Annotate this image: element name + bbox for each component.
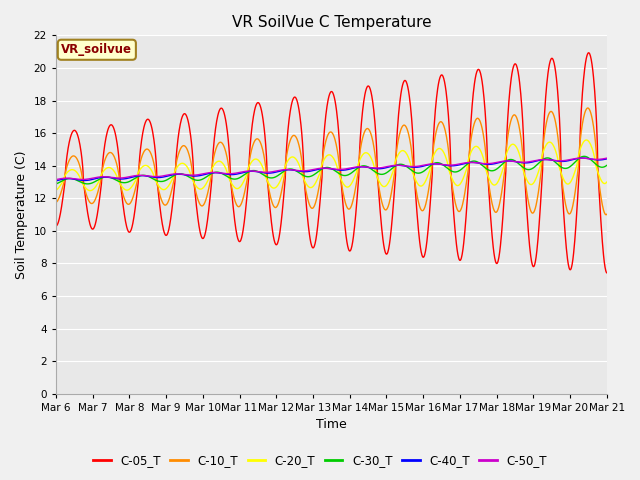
Text: VR_soilvue: VR_soilvue — [61, 43, 132, 56]
C-05_T — [236, 239, 244, 244]
C-20_T — [52, 188, 60, 193]
C-50_T — [538, 157, 545, 163]
C-05_T — [175, 133, 182, 139]
Line: C-10_T: C-10_T — [56, 108, 607, 215]
C-10_T — [602, 212, 610, 217]
Title: VR SoilVue C Temperature: VR SoilVue C Temperature — [232, 15, 431, 30]
C-40_T — [579, 155, 586, 161]
C-20_T — [538, 154, 546, 160]
C-20_T — [490, 182, 497, 188]
C-50_T — [603, 155, 611, 161]
C-50_T — [175, 171, 182, 177]
C-30_T — [580, 154, 588, 159]
C-40_T — [417, 164, 425, 169]
X-axis label: Time: Time — [316, 419, 347, 432]
C-10_T — [417, 206, 425, 212]
C-05_T — [603, 270, 611, 276]
C-40_T — [236, 170, 244, 176]
C-10_T — [52, 200, 60, 205]
Legend: C-05_T, C-10_T, C-20_T, C-30_T, C-40_T, C-50_T: C-05_T, C-10_T, C-20_T, C-30_T, C-40_T, … — [88, 449, 552, 472]
C-10_T — [236, 203, 244, 209]
C-20_T — [237, 184, 244, 190]
C-10_T — [489, 204, 497, 209]
C-20_T — [175, 162, 182, 168]
Y-axis label: Soil Temperature (C): Soil Temperature (C) — [15, 150, 28, 279]
C-30_T — [175, 171, 182, 177]
C-10_T — [538, 167, 545, 172]
Line: C-05_T: C-05_T — [56, 53, 607, 273]
C-10_T — [603, 211, 611, 217]
C-30_T — [603, 162, 611, 168]
C-05_T — [417, 247, 425, 253]
Line: C-40_T: C-40_T — [56, 158, 607, 181]
C-10_T — [584, 105, 591, 111]
C-30_T — [52, 181, 60, 187]
C-40_T — [489, 161, 497, 167]
C-30_T — [417, 170, 425, 176]
C-05_T — [538, 186, 545, 192]
C-05_T — [489, 240, 497, 246]
C-20_T — [603, 179, 611, 185]
C-50_T — [417, 163, 425, 168]
C-05_T — [585, 50, 593, 56]
C-05_T — [52, 223, 60, 229]
C-10_T — [161, 202, 169, 208]
C-50_T — [489, 160, 497, 166]
C-20_T — [417, 183, 425, 189]
C-40_T — [175, 171, 182, 177]
C-40_T — [161, 174, 169, 180]
C-50_T — [52, 177, 60, 182]
Line: C-20_T: C-20_T — [56, 140, 607, 191]
C-20_T — [86, 188, 94, 193]
C-20_T — [582, 137, 590, 143]
C-40_T — [52, 178, 60, 184]
C-05_T — [161, 231, 169, 237]
C-30_T — [489, 168, 497, 174]
Line: C-50_T: C-50_T — [56, 158, 607, 180]
C-10_T — [175, 151, 182, 157]
C-50_T — [577, 155, 585, 161]
C-30_T — [538, 158, 545, 164]
Line: C-30_T: C-30_T — [56, 156, 607, 184]
C-50_T — [236, 169, 244, 175]
C-40_T — [538, 157, 545, 163]
C-50_T — [161, 173, 169, 179]
C-40_T — [603, 156, 611, 162]
C-30_T — [161, 178, 169, 184]
C-20_T — [161, 186, 169, 192]
C-30_T — [236, 175, 244, 180]
